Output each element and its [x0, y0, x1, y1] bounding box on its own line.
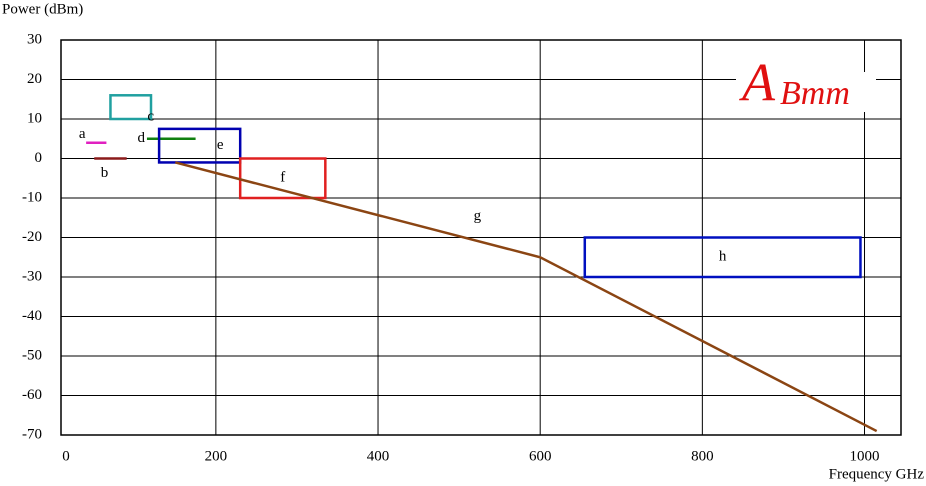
x-tick-label: 200: [205, 448, 228, 464]
y-tick-label: 20: [27, 71, 42, 87]
item-label: d: [138, 130, 146, 146]
y-tick-label: 30: [27, 31, 42, 47]
logo-text: Bmm: [780, 75, 850, 112]
range-box: [583, 236, 862, 279]
x-tick-label: 600: [529, 448, 552, 464]
y-tick-label: -40: [22, 308, 42, 324]
y-axis-title: Power (dBm): [2, 1, 83, 17]
y-tick-label: -10: [22, 189, 42, 205]
range-box: [157, 127, 242, 164]
item-label: f: [280, 170, 285, 186]
y-tick-label: -30: [22, 268, 42, 284]
item-label: b: [101, 165, 109, 181]
y-tick-label: -50: [22, 347, 42, 363]
x-tick-label: 400: [367, 448, 390, 464]
logo-a: A: [739, 52, 776, 112]
x-tick-label: 800: [691, 448, 714, 464]
x-tick-label: 0: [62, 448, 70, 464]
logo-box: [736, 72, 876, 112]
x-tick-label: 1000: [850, 448, 880, 464]
range-box: [109, 94, 153, 121]
item-label: h: [719, 249, 727, 265]
item-label: e: [217, 137, 224, 153]
y-tick-label: -70: [22, 426, 42, 442]
item-label: a: [79, 126, 86, 142]
y-tick-label: 0: [35, 150, 43, 166]
limit-line: [175, 161, 878, 433]
y-tick-label: 10: [27, 110, 42, 126]
item-label: c: [147, 109, 154, 125]
item-label: g: [474, 208, 482, 224]
y-tick-label: -20: [22, 229, 42, 245]
y-tick-label: -60: [22, 387, 42, 403]
x-axis-title: Frequency GHz: [829, 466, 925, 482]
